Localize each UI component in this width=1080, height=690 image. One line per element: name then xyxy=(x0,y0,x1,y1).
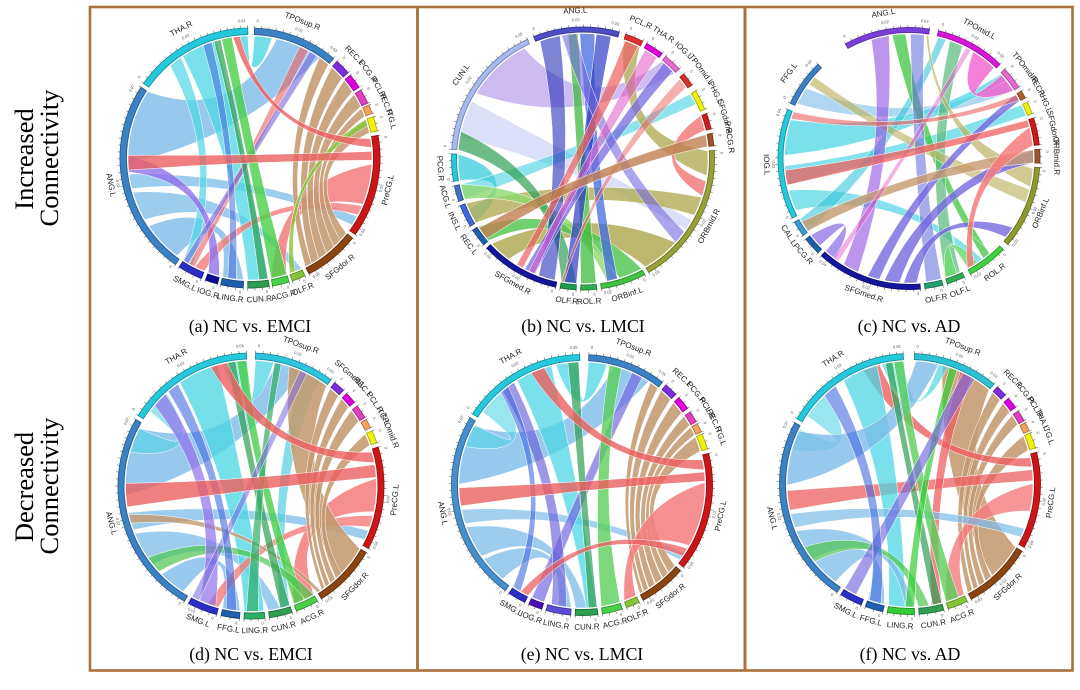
svg-text:0.05: 0.05 xyxy=(893,344,902,350)
svg-text:Connectivity: Connectivity xyxy=(34,89,64,227)
svg-text:ANG.L: ANG.L xyxy=(563,6,588,16)
svg-text:0.04: 0.04 xyxy=(238,18,247,24)
svg-text:(d) NC vs. EMCI: (d) NC vs. EMCI xyxy=(189,644,313,665)
svg-text:(e) NC vs. LMCI: (e) NC vs. LMCI xyxy=(521,644,644,665)
svg-text:CUN.R: CUN.R xyxy=(574,622,600,632)
svg-text:(f) NC vs. AD: (f) NC vs. AD xyxy=(860,644,961,665)
svg-text:ORBmid.R: ORBmid.R xyxy=(1052,137,1062,176)
svg-text:(b) NC vs. LMCI: (b) NC vs. LMCI xyxy=(521,316,645,337)
svg-text:(a) NC vs. EMCI: (a) NC vs. EMCI xyxy=(189,316,312,337)
svg-text:(c) NC vs. AD: (c) NC vs. AD xyxy=(858,316,961,337)
svg-text:IOG.L: IOG.L xyxy=(762,154,772,176)
svg-text:LING.R: LING.R xyxy=(241,626,268,636)
svg-text:CUN.R: CUN.R xyxy=(246,294,272,305)
svg-text:Connectivity: Connectivity xyxy=(34,417,64,555)
svg-text:PCG.R: PCG.R xyxy=(435,155,446,181)
svg-text:0.02: 0.02 xyxy=(572,17,581,22)
svg-text:ROL.R: ROL.R xyxy=(577,296,602,306)
svg-text:LING.R: LING.R xyxy=(886,620,913,631)
svg-text:0.03: 0.03 xyxy=(921,18,930,24)
svg-text:0.05: 0.05 xyxy=(236,343,245,349)
svg-text:0.05: 0.05 xyxy=(570,345,579,351)
